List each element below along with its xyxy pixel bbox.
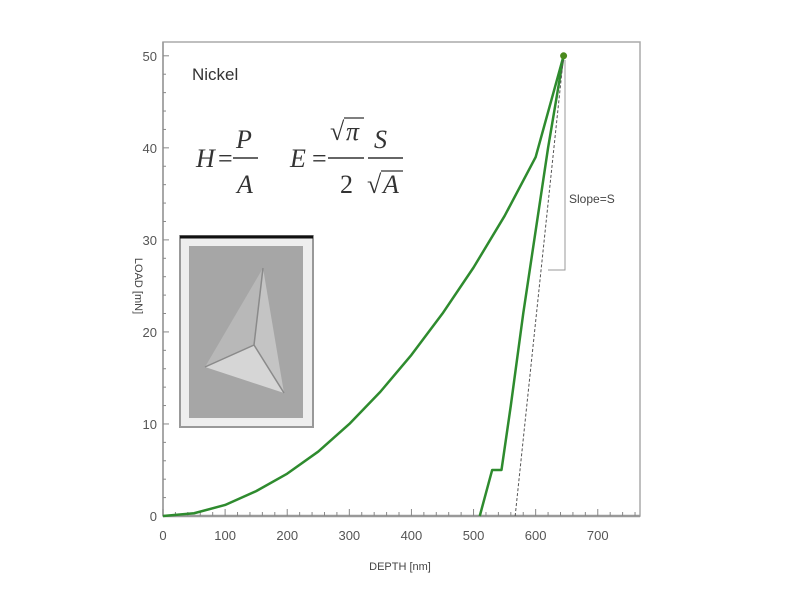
svg-text:=: =: [218, 144, 233, 173]
svg-text:A: A: [235, 170, 253, 199]
x-tick-label: 0: [159, 528, 166, 543]
y-tick-label: 40: [143, 141, 157, 156]
svg-text:H: H: [195, 144, 216, 173]
slope-label: Slope=S: [569, 192, 615, 206]
x-tick-label: 100: [214, 528, 236, 543]
y-tick-label: 50: [143, 49, 157, 64]
material-label: Nickel: [192, 65, 238, 84]
x-tick-label: 500: [463, 528, 485, 543]
svg-text:A: A: [381, 170, 399, 199]
x-tick-label: 300: [338, 528, 360, 543]
x-tick-label: 700: [587, 528, 609, 543]
modulus-formula: E = √ π 2 S √ A: [289, 117, 403, 199]
hardness-formula: H = P A: [195, 125, 258, 199]
loading-curve: [162, 55, 565, 518]
x-tick-label: 600: [525, 528, 547, 543]
peak-load-marker: [560, 52, 568, 60]
x-tick-label: 200: [276, 528, 298, 543]
y-tick-label: 10: [143, 417, 157, 432]
y-tick-label: 20: [143, 325, 157, 340]
unloading-curve: [478, 55, 565, 517]
x-axis-label: DEPTH [nm]: [369, 561, 431, 573]
svg-text:=: =: [312, 144, 327, 173]
tangent-curve: [514, 55, 565, 517]
svg-text:P: P: [235, 125, 252, 154]
svg-text:√: √: [367, 170, 382, 199]
svg-text:√: √: [330, 117, 345, 146]
x-tick-label: 400: [401, 528, 423, 543]
y-tick-label: 0: [150, 509, 157, 524]
svg-text:2: 2: [340, 170, 353, 199]
indent-micrograph-inset: [179, 235, 314, 428]
slope-bracket: [548, 60, 566, 271]
svg-text:S: S: [374, 125, 387, 154]
svg-text:E: E: [289, 144, 306, 173]
y-axis-label: LOAD [mN]: [132, 258, 144, 314]
svg-text:π: π: [346, 117, 360, 146]
y-tick-label: 30: [143, 233, 157, 248]
